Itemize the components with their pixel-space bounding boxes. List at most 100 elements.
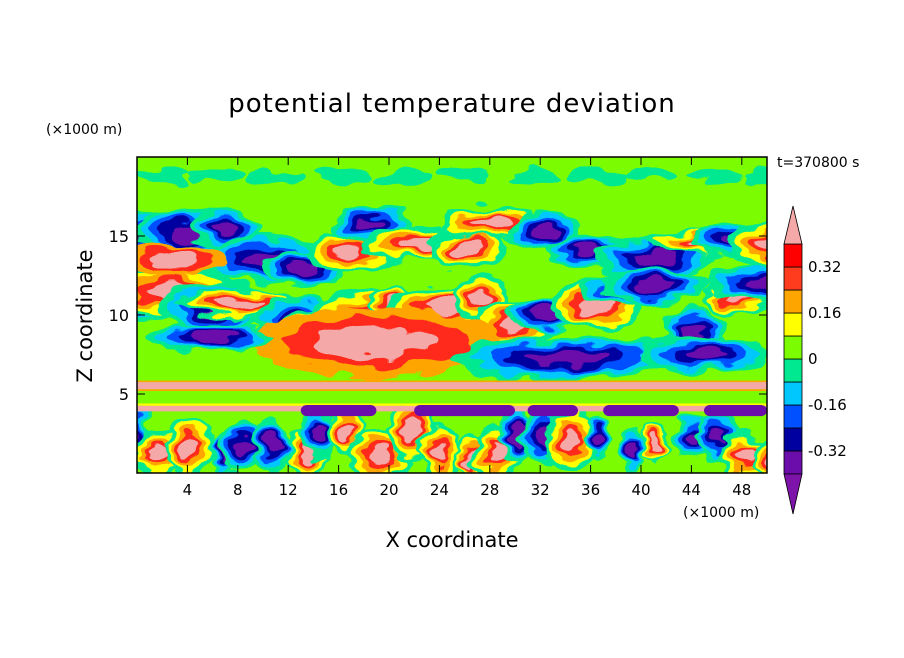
colorbar-segment-3 xyxy=(783,381,803,406)
x-axis: 4 8 12 16 20 24 28 32 36 40 44 48 xyxy=(183,157,751,499)
field-blob-63-2 xyxy=(759,448,767,473)
x-tick-label-3: 16 xyxy=(329,481,348,499)
field-blob-50-4 xyxy=(402,419,419,443)
field-blob-5-4 xyxy=(332,245,364,260)
colorbar-label-4: -0.32 xyxy=(808,442,847,460)
colorbar-over-arrow xyxy=(783,205,803,245)
field-blob-60-4 xyxy=(683,429,699,445)
field-blob-8-4 xyxy=(453,240,482,256)
x-tick-label-4: 20 xyxy=(379,481,398,499)
field-blob-31-4 xyxy=(635,279,673,293)
field-blob-4-4 xyxy=(289,262,320,275)
field-blob-58-4 xyxy=(628,442,638,460)
field-blob-70-0 xyxy=(436,168,493,184)
field-blob-72-0 xyxy=(568,168,624,184)
x-tick-label-8: 36 xyxy=(581,481,600,499)
field-blob-37-4 xyxy=(524,349,607,366)
x-axis-title: X coordinate xyxy=(385,528,518,552)
colorbar-under-arrow xyxy=(783,473,803,515)
chart-title: potential temperature deviation xyxy=(228,89,675,119)
colorbar-label-2: 0 xyxy=(808,350,818,368)
field-band-d xyxy=(137,391,767,404)
colorbar: 0.32 0.16 0 -0.16 -0.32 xyxy=(783,205,847,515)
field-blob-39-4 xyxy=(189,332,236,343)
field-blob-10-4 xyxy=(531,224,559,239)
field-blob-9-4 xyxy=(472,216,509,228)
field-blob-57-4 xyxy=(593,429,604,446)
colorbar-label-0: 0.32 xyxy=(808,258,841,276)
colorbar-segment-1 xyxy=(783,427,803,452)
y-tick-label-1: 10 xyxy=(109,306,129,325)
field-blob-42-4 xyxy=(181,435,199,456)
contour-field xyxy=(121,168,786,473)
x-tick-label-0: 4 xyxy=(183,481,193,499)
colorbar-segment-6 xyxy=(783,312,803,337)
colorbar-segment-0 xyxy=(783,450,803,475)
field-patch-4 xyxy=(704,405,767,417)
x-tick-label-9: 40 xyxy=(631,481,650,499)
x-tick-label-10: 44 xyxy=(682,481,701,499)
x-tick-label-1: 8 xyxy=(233,481,243,499)
y-axis-unit: (×1000 m) xyxy=(46,122,122,138)
field-blob-59-4 xyxy=(650,434,659,451)
field-blob-45-4 xyxy=(264,433,279,454)
field-blob-54-4 xyxy=(509,422,521,446)
field-blob-6-4 xyxy=(356,216,385,231)
field-band-a xyxy=(137,380,767,383)
colorbar-segment-2 xyxy=(783,404,803,429)
field-blob-26-4 xyxy=(470,291,493,306)
field-blob-41-4 xyxy=(148,445,168,463)
field-blob-71-0 xyxy=(504,168,561,184)
field-blob-62-4 xyxy=(735,449,754,468)
field-blob-65-0 xyxy=(137,168,190,184)
y-axis: 5 10 15 xyxy=(109,227,767,404)
x-tick-label-6: 28 xyxy=(480,481,499,499)
y-tick-label-2: 15 xyxy=(109,227,129,246)
colorbar-label-1: 0.16 xyxy=(808,304,841,322)
field-bands xyxy=(137,380,767,417)
x-axis-unit: (×1000 m) xyxy=(683,505,759,521)
field-band-c xyxy=(137,389,767,392)
field-blob-34-4 xyxy=(746,277,767,290)
colorbar-segment-5 xyxy=(783,335,803,360)
field-patch-3 xyxy=(603,405,679,417)
field-band-e xyxy=(137,403,767,406)
field-blob-73-0 xyxy=(620,168,676,184)
field-blob-61-4 xyxy=(710,427,727,445)
field-blob-2-4 xyxy=(212,221,238,237)
field-blob-49-4 xyxy=(369,446,390,468)
y-axis-title: Z coordinate xyxy=(73,249,97,382)
x-tick-label-2: 12 xyxy=(279,481,298,499)
field-blob-69-0 xyxy=(374,168,431,184)
x-tick-label-5: 24 xyxy=(430,481,449,499)
field-blob-74-0 xyxy=(682,168,739,184)
plot-area xyxy=(121,157,786,473)
field-blob-51-4 xyxy=(432,442,449,462)
colorbar-label-3: -0.16 xyxy=(808,396,847,414)
x-tick-label-7: 32 xyxy=(531,481,550,499)
field-blob-63-3 xyxy=(763,452,767,469)
field-blob-47-4 xyxy=(312,425,326,443)
field-blob-44-4 xyxy=(233,436,251,457)
field-blob-75-0 xyxy=(740,168,767,184)
field-blob-40-4 xyxy=(121,419,137,443)
field-blob-13-4 xyxy=(633,250,675,266)
field-band-b xyxy=(137,382,767,390)
y-tick-label-0: 5 xyxy=(119,385,129,404)
field-blob-56-4 xyxy=(562,428,582,451)
field-blob-20-4 xyxy=(216,298,264,309)
field-blob-35-2 xyxy=(317,325,436,359)
field-blob-48-4 xyxy=(340,423,354,442)
colorbar-segment-8 xyxy=(783,266,803,291)
field-patch-1 xyxy=(414,405,515,417)
field-blob-67-0 xyxy=(247,168,303,184)
colorbar-segment-9 xyxy=(783,243,803,268)
colorbar-segment-4 xyxy=(783,358,803,383)
field-patch-2 xyxy=(527,405,578,417)
field-blob-40-3 xyxy=(137,418,141,444)
field-patch-0 xyxy=(300,405,377,417)
x-tick-label-11: 48 xyxy=(732,481,751,499)
field-blob-63-4 xyxy=(768,453,786,469)
